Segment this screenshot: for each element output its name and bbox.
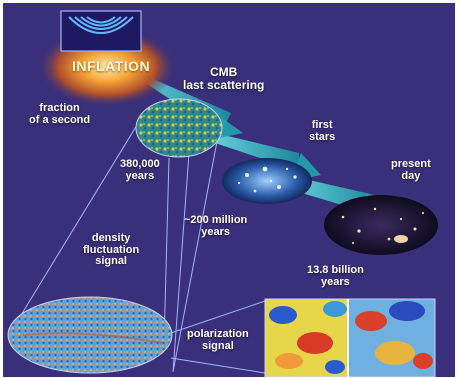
diagram-artwork xyxy=(7,10,438,377)
present-day-map xyxy=(324,195,438,255)
guide-lines xyxy=(14,124,266,374)
cmb-map xyxy=(135,98,223,158)
cmb-line-1: CMB xyxy=(210,65,238,79)
billion-years-label: 13.8 billion years xyxy=(307,264,364,288)
million-line-2: years xyxy=(201,225,231,238)
billion-line-2: years xyxy=(321,275,350,288)
first-stars-line-2: stars xyxy=(309,130,336,143)
gravitational-wave-box xyxy=(60,10,142,52)
polarization-signal-label: polarization signal xyxy=(187,328,249,352)
years380-line-2: years xyxy=(125,169,155,182)
years-380000-label: 380,000 years xyxy=(120,158,160,182)
polarization-line-1: polarization xyxy=(187,328,249,340)
density-line-2: fluctuation xyxy=(83,243,140,256)
first-stars-line-1: first xyxy=(311,119,333,131)
fraction-line-2: of a second xyxy=(29,113,91,126)
inflation-label: INFLATION xyxy=(72,58,151,74)
polarization-line-2: signal xyxy=(201,339,234,352)
density-fluctuation-label: density fluctuation signal xyxy=(83,232,140,268)
diagram-panel: INFLATION fraction of a second CMB last … xyxy=(3,3,455,377)
cmb-label: CMB last scattering xyxy=(183,66,264,91)
fraction-of-second-label: fraction of a second xyxy=(29,102,91,126)
cmb-line-2: last scattering xyxy=(183,77,265,92)
first-stars-label: first stars xyxy=(309,119,336,143)
present-day-line-2: day xyxy=(401,169,421,182)
fraction-line-1: fraction xyxy=(39,102,80,114)
billion-line-1: 13.8 billion xyxy=(307,264,364,276)
density-line-3: signal xyxy=(95,255,127,268)
present-day-label: present day xyxy=(391,158,431,182)
years380-line-1: 380,000 xyxy=(120,158,160,170)
density-line-1: density xyxy=(91,232,131,244)
million-line-1: ~200 million xyxy=(184,214,248,226)
present-day-line-1: present xyxy=(391,158,431,170)
polarization-maps xyxy=(264,298,436,377)
million-years-label: ~200 million years xyxy=(184,214,248,238)
first-stars-map xyxy=(222,158,312,204)
